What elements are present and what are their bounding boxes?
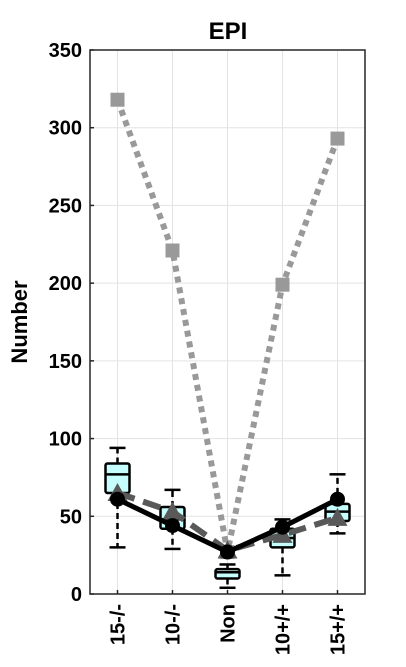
- x-tick-label: 15+/+: [328, 604, 350, 655]
- x-tick-label: Non: [218, 604, 240, 643]
- boxplot: [104, 446, 131, 549]
- y-tick-label: 250: [49, 195, 82, 217]
- axes: 0 50 100 150 200 250 300 350 15-/- 10-/- Non 10+/+ 1…: [49, 40, 366, 655]
- point-square: [110, 92, 125, 107]
- y-tick-label: 100: [49, 429, 82, 451]
- point-circle: [330, 491, 345, 507]
- chart-title: EPI: [209, 18, 248, 45]
- y-axis-label: Number: [7, 280, 32, 364]
- series-solid-circle: [110, 491, 345, 560]
- point-circle: [110, 491, 125, 507]
- x-tick-label: 10-/-: [163, 604, 185, 645]
- point-circle: [275, 519, 290, 535]
- y-tick-label: 300: [49, 118, 82, 140]
- x-tick-label: 10+/+: [273, 604, 295, 655]
- point-triangle: [327, 507, 348, 526]
- y-tick-label: 150: [49, 351, 82, 373]
- point-circle: [220, 544, 235, 560]
- y-tick-label: 0: [71, 584, 82, 606]
- point-square: [165, 243, 180, 258]
- point-triangle: [162, 501, 183, 520]
- y-tick-label: 350: [49, 40, 82, 62]
- y-tick-label: 50: [60, 506, 82, 528]
- y-tick-label: 200: [49, 273, 82, 295]
- series-lines: [107, 92, 348, 560]
- boxplot-box: [214, 567, 241, 580]
- point-square: [330, 131, 345, 146]
- point-circle: [165, 518, 180, 534]
- x-tick-label: 15-/-: [108, 604, 130, 645]
- boxplot: [214, 563, 241, 590]
- point-square: [275, 277, 290, 292]
